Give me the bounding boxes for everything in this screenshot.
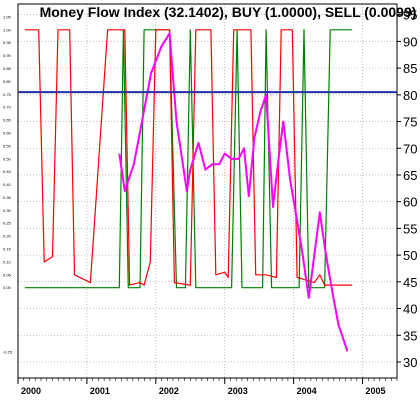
left-tick-label: 0.10 <box>3 259 12 264</box>
left-tick-label: -0.25 <box>3 350 13 355</box>
series <box>24 29 353 352</box>
x-tick-label: 2003 <box>228 386 248 396</box>
left-tick-label: 0.75 <box>3 92 12 97</box>
x-tick-label: 2001 <box>90 386 110 396</box>
left-tick-label: 0.15 <box>3 247 12 252</box>
right-tick-label: 40 <box>403 302 417 317</box>
left-tick-label: 0.20 <box>3 234 12 239</box>
left-tick-label: 0.25 <box>3 221 12 226</box>
right-tick-label: 50 <box>403 248 417 263</box>
right-tick-label: 30 <box>403 355 417 370</box>
right-tick-label: 35 <box>403 328 417 343</box>
right-tick-label: 65 <box>403 168 417 183</box>
right-tick-label: 80 <box>403 88 417 103</box>
right-tick-label: 95 <box>403 8 417 23</box>
left-tick-label: 0.45 <box>3 169 12 174</box>
gridlines <box>17 4 397 378</box>
right-tick-label: 60 <box>403 195 417 210</box>
left-tick-label: 1.05 <box>3 14 12 19</box>
left-tick-label: 0.40 <box>3 182 12 187</box>
left-tick-label: 0.95 <box>3 40 12 45</box>
left-tick-label: 0.00 <box>3 285 12 290</box>
x-tick-label: 2005 <box>366 386 386 396</box>
left-tick-label: 0.70 <box>3 105 12 110</box>
x-tick-label: 2000 <box>21 386 41 396</box>
left-tick-label: 0.60 <box>3 130 12 135</box>
left-tick-label: 1.00 <box>3 27 12 32</box>
left-tick-label: 0.85 <box>3 66 12 71</box>
right-tick-label: 90 <box>403 34 417 49</box>
left-tick-label: 0.55 <box>3 143 12 148</box>
right-tick-label: 45 <box>403 275 417 290</box>
right-tick-label: 85 <box>403 61 417 76</box>
mfi-series-line <box>118 32 349 352</box>
left-tick-label: 0.90 <box>3 53 12 58</box>
x-axis: 2000 2001 2002 2003 2004 2005 <box>17 378 398 396</box>
left-tick-label: 0.50 <box>3 156 12 161</box>
left-tick-label: 0.65 <box>3 118 12 123</box>
left-axis: -0.25 0.00 0.05 0.10 0.15 0.20 0.25 0.30 0.35 0.4… <box>3 14 13 354</box>
x-tick-label: 2004 <box>297 386 317 396</box>
left-tick-label: 0.35 <box>3 195 12 200</box>
x-tick-label: 2002 <box>159 386 179 396</box>
left-tick-label: 0.30 <box>3 208 12 213</box>
left-tick-label: 0.05 <box>3 272 12 277</box>
left-tick-label: 0.80 <box>3 79 12 84</box>
right-tick-label: 75 <box>403 115 417 130</box>
right-tick-label: 55 <box>403 221 417 236</box>
right-axis: 30 35 40 45 50 55 60 65 70 75 80 85 90 95 <box>397 8 417 370</box>
buy-series-line <box>24 29 353 289</box>
sell-series-line <box>24 29 353 286</box>
chart-title: Money Flow Index (32.1402), BUY (1.0000)… <box>40 4 417 20</box>
right-tick-label: 70 <box>403 141 417 156</box>
